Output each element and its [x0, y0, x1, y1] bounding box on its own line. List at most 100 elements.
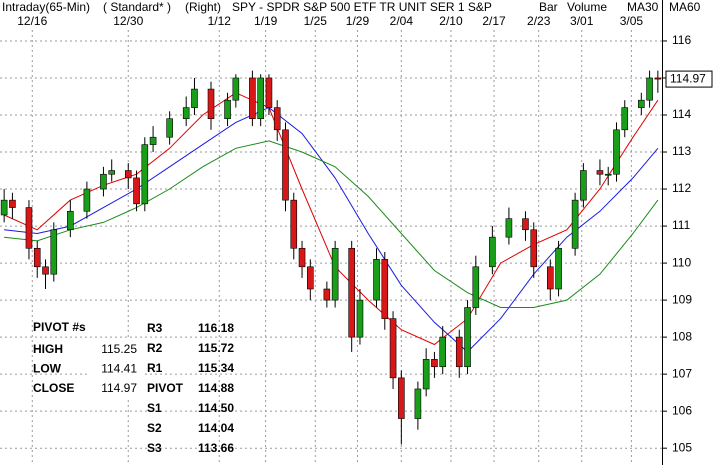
candle-body — [621, 107, 629, 131]
candle-body — [182, 107, 190, 120]
candle-body — [0, 199, 8, 216]
candle-body — [381, 259, 389, 319]
y-tick-label: 108 — [672, 329, 692, 343]
y-tick-label: 112 — [672, 181, 691, 195]
ma-line — [4, 140, 659, 308]
y-tick-label: 106 — [672, 403, 692, 417]
candle-body — [646, 77, 653, 101]
candle-body — [133, 177, 140, 205]
chart-title: SPY - SPDR S&P 500 ETF TR UNIT SER 1 S&P — [232, 0, 492, 14]
candle-body — [100, 173, 107, 190]
pivot-label: R1 — [147, 361, 163, 375]
candles — [0, 70, 662, 445]
candle-body — [431, 359, 438, 368]
candle-body — [373, 259, 380, 301]
candle-body — [348, 247, 355, 338]
header-label: (Right) — [185, 0, 221, 14]
pivot-label: HIGH — [33, 342, 63, 356]
y-tick-label: 111 — [672, 218, 691, 232]
candle-body — [389, 318, 397, 379]
y-tick-label: 114 — [672, 107, 691, 121]
pivot-label: S3 — [147, 441, 162, 455]
candle-body — [307, 266, 314, 290]
x-tick-label: 2/23 — [527, 14, 551, 28]
candle-body — [166, 118, 173, 138]
candle-body — [25, 207, 33, 249]
candle-body — [9, 199, 16, 208]
y-tick-label: 113 — [672, 144, 691, 158]
candle-body — [298, 247, 306, 268]
candle-body — [530, 229, 538, 268]
x-tick-label: 2/10 — [439, 14, 463, 28]
pivot-label: LOW — [33, 362, 62, 376]
pivot-label: S2 — [147, 421, 162, 435]
pivot-value: 114.41 — [101, 362, 137, 376]
pivot-value: 114.97 — [101, 381, 137, 395]
candle-body — [249, 77, 256, 120]
candle-body — [257, 77, 264, 120]
x-tick-label: 1/25 — [304, 14, 328, 28]
candle-body — [273, 107, 281, 131]
candle-body — [522, 218, 529, 231]
pivot-label: PIVOT — [147, 381, 184, 395]
candle-body — [108, 170, 116, 175]
candle-body — [638, 99, 645, 108]
pivot-value: 114.04 — [198, 421, 234, 435]
candle-body — [472, 266, 480, 308]
candle-body — [83, 188, 91, 212]
header-label: ( Standard* ) — [103, 0, 171, 14]
candle-body — [414, 388, 422, 419]
candle-body — [571, 199, 579, 249]
candle-body — [141, 144, 149, 205]
y-tick-label: 107 — [672, 366, 692, 380]
candle-body — [356, 299, 364, 338]
candle-body — [42, 266, 49, 275]
candle-body — [580, 170, 587, 201]
x-tick-label: 3/01 — [570, 14, 594, 28]
candle-body — [232, 77, 240, 101]
pivot-value: 116.18 — [198, 321, 234, 335]
last-price-label: 114.97 — [670, 71, 706, 85]
pivot-value: 115.25 — [101, 342, 137, 356]
candle-body — [422, 359, 430, 390]
x-tick-label: 1/19 — [254, 14, 278, 28]
header-label: Intraday(65-Min) — [2, 0, 90, 14]
candle-body — [613, 129, 620, 175]
candle-body — [67, 210, 74, 231]
candle-body — [398, 377, 405, 419]
pivot-label: R2 — [147, 341, 163, 355]
candle-body — [654, 77, 662, 80]
pivot-value: 114.88 — [198, 381, 234, 395]
pivot-value: 114.50 — [198, 401, 234, 415]
candle-body — [505, 218, 513, 238]
legend-entry: MA30 — [627, 0, 659, 14]
labels: Intraday(65-Min) ( Standard* ) (Right) SPY … — [2, 0, 713, 455]
candle-body — [464, 307, 471, 368]
y-tick-label: 105 — [672, 440, 692, 454]
volume-label: Volume — [567, 0, 607, 14]
pivot-value-bg — [88, 340, 143, 400]
x-tick-label: 12/30 — [113, 14, 143, 28]
candle-body — [33, 247, 41, 268]
pivot-value: 113.66 — [198, 441, 234, 455]
pivot-label: S1 — [147, 401, 162, 415]
x-tick-label: 1/12 — [208, 14, 232, 28]
candle-body — [546, 266, 554, 290]
candle-body — [290, 199, 298, 249]
y-tick-label: 109 — [672, 292, 692, 306]
y-tick-label: 110 — [672, 255, 691, 269]
x-tick-label: 1/29 — [346, 14, 370, 28]
x-tick-label: 3/05 — [620, 14, 644, 28]
candle-body — [604, 173, 612, 176]
candle-body — [282, 129, 289, 201]
candle-body — [50, 229, 58, 275]
pivot-label: CLOSE — [33, 381, 74, 395]
candle-body — [149, 136, 157, 145]
bar-label: Bar — [539, 0, 558, 14]
candle-body — [191, 88, 198, 108]
y-tick-label: 116 — [672, 33, 691, 47]
last-price-box — [665, 70, 713, 88]
candle-body — [124, 170, 132, 179]
candle-body — [596, 170, 604, 175]
